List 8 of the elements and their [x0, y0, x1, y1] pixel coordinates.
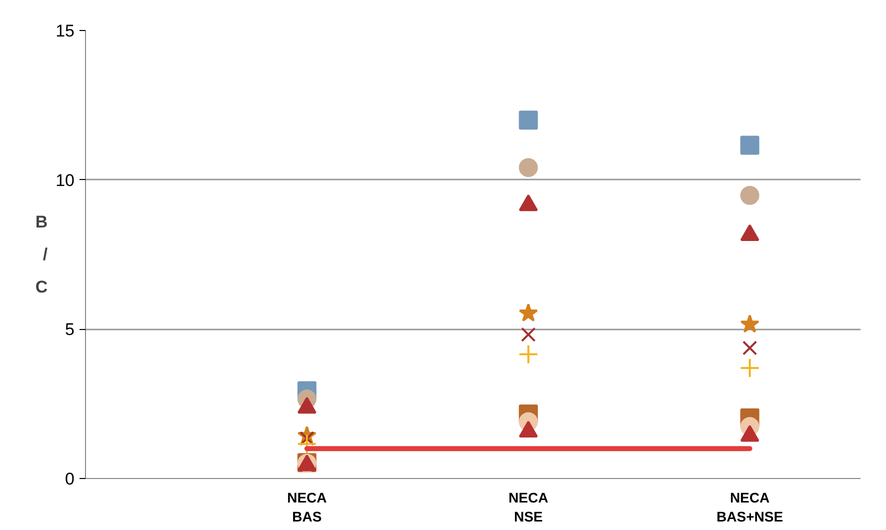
x-tick-label: NECA BAS: [287, 490, 327, 525]
y-tick-label: 0: [65, 470, 75, 488]
y-tick-label: 15: [56, 22, 75, 40]
x-tick-label: NECA NSE: [508, 490, 548, 525]
y-axis-title: B/C: [35, 212, 48, 296]
y-tick-label: 10: [56, 170, 75, 190]
x-tick-label: NECA BAS+NSE: [716, 490, 784, 525]
y-tick-label: 5: [65, 320, 75, 340]
